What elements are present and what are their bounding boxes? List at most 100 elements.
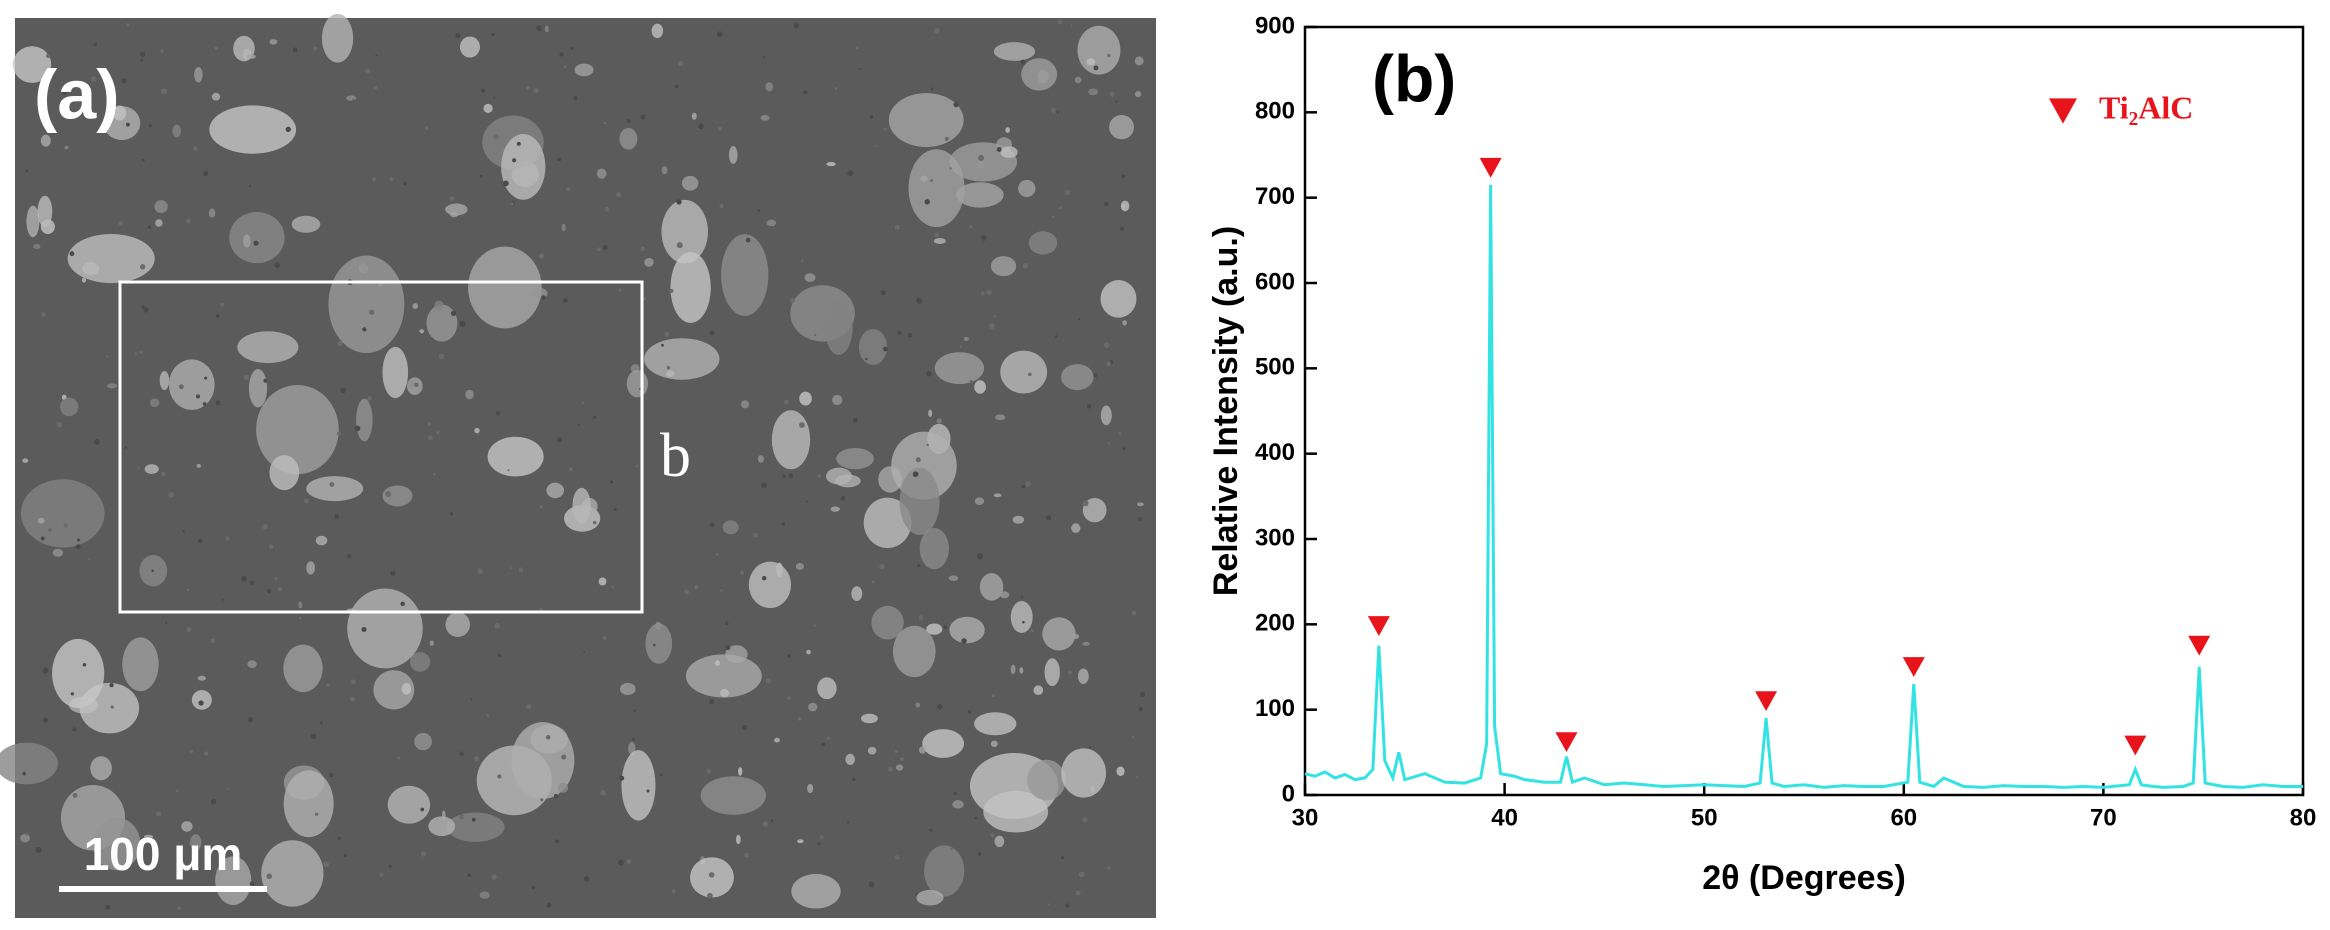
speck bbox=[137, 467, 140, 470]
grain bbox=[474, 427, 480, 434]
speck bbox=[1103, 342, 1110, 349]
speck bbox=[1104, 202, 1109, 207]
grain bbox=[64, 145, 69, 150]
grain bbox=[974, 380, 986, 394]
speck bbox=[698, 123, 704, 130]
grain bbox=[1077, 25, 1121, 75]
grain bbox=[923, 845, 965, 897]
speck bbox=[1070, 24, 1073, 27]
speck bbox=[43, 717, 49, 723]
micrograph-panel: b (a) 100 μm bbox=[0, 13, 1156, 918]
speck bbox=[597, 247, 602, 252]
grain bbox=[926, 623, 943, 635]
speck bbox=[706, 769, 711, 774]
grain bbox=[670, 251, 711, 323]
speck bbox=[538, 253, 545, 259]
grain bbox=[990, 740, 998, 748]
grain bbox=[306, 561, 316, 575]
speck bbox=[1139, 691, 1145, 697]
grain bbox=[190, 834, 202, 851]
grain bbox=[465, 389, 474, 400]
x-tick-label: 40 bbox=[1491, 804, 1518, 831]
grain bbox=[1010, 664, 1016, 675]
grain bbox=[915, 702, 921, 708]
speck bbox=[161, 88, 167, 95]
y-tick-label: 200 bbox=[1255, 610, 1295, 637]
xrd-pattern bbox=[1304, 184, 2303, 789]
grain bbox=[661, 166, 668, 175]
grain bbox=[574, 63, 594, 77]
y-tick-label: 600 bbox=[1255, 268, 1295, 295]
speck bbox=[981, 235, 987, 241]
speck bbox=[783, 400, 789, 405]
grain bbox=[544, 25, 549, 33]
speck bbox=[46, 54, 51, 59]
grain bbox=[933, 237, 946, 244]
speck bbox=[266, 588, 272, 594]
speck bbox=[926, 443, 929, 447]
speck bbox=[329, 482, 335, 487]
speck bbox=[871, 580, 875, 584]
speck bbox=[1030, 628, 1034, 633]
speck bbox=[1050, 107, 1056, 113]
speck bbox=[189, 749, 194, 754]
speck bbox=[881, 290, 886, 295]
speck bbox=[640, 246, 646, 252]
peak-marker bbox=[1555, 732, 1578, 752]
speck bbox=[879, 564, 885, 570]
y-tick-label: 700 bbox=[1255, 183, 1295, 210]
speck bbox=[313, 46, 318, 51]
grain bbox=[760, 114, 770, 121]
speck bbox=[491, 874, 497, 880]
speck bbox=[882, 346, 888, 352]
speck bbox=[969, 225, 973, 229]
speck bbox=[546, 902, 552, 908]
speck bbox=[193, 146, 198, 151]
grain bbox=[977, 160, 985, 169]
grain bbox=[269, 39, 278, 45]
speck bbox=[619, 775, 625, 781]
speck bbox=[961, 638, 967, 644]
grain bbox=[37, 195, 53, 228]
speck bbox=[263, 378, 268, 383]
speck bbox=[716, 31, 723, 38]
speck bbox=[494, 622, 501, 629]
speck bbox=[93, 42, 98, 47]
speck bbox=[253, 240, 259, 246]
speck bbox=[72, 793, 78, 798]
speck bbox=[660, 773, 663, 777]
speck bbox=[215, 400, 221, 406]
speck bbox=[518, 567, 524, 573]
speck bbox=[243, 374, 250, 381]
speck bbox=[493, 96, 496, 99]
speck bbox=[694, 585, 699, 590]
speck bbox=[1028, 372, 1032, 377]
speck bbox=[479, 175, 483, 178]
grain bbox=[298, 601, 303, 609]
peak-marker bbox=[2124, 735, 2147, 756]
speck bbox=[740, 570, 745, 575]
grain bbox=[1072, 633, 1080, 640]
speck bbox=[986, 289, 992, 296]
speck bbox=[671, 889, 676, 894]
grain bbox=[719, 688, 730, 698]
speck bbox=[676, 199, 682, 205]
speck bbox=[674, 84, 679, 89]
speck bbox=[70, 692, 74, 696]
grain bbox=[373, 670, 415, 710]
grain bbox=[155, 219, 163, 227]
speck bbox=[397, 756, 401, 760]
speck bbox=[640, 114, 646, 120]
grain bbox=[766, 219, 777, 227]
speck bbox=[926, 371, 932, 377]
speck bbox=[467, 873, 472, 878]
speck bbox=[340, 387, 346, 394]
speck bbox=[761, 482, 767, 489]
x-tick-label: 80 bbox=[2290, 804, 2317, 831]
speck bbox=[1078, 871, 1085, 878]
speck bbox=[385, 491, 392, 497]
speck bbox=[497, 653, 502, 658]
speck bbox=[592, 520, 597, 525]
grain bbox=[808, 702, 818, 712]
speck bbox=[106, 355, 109, 358]
